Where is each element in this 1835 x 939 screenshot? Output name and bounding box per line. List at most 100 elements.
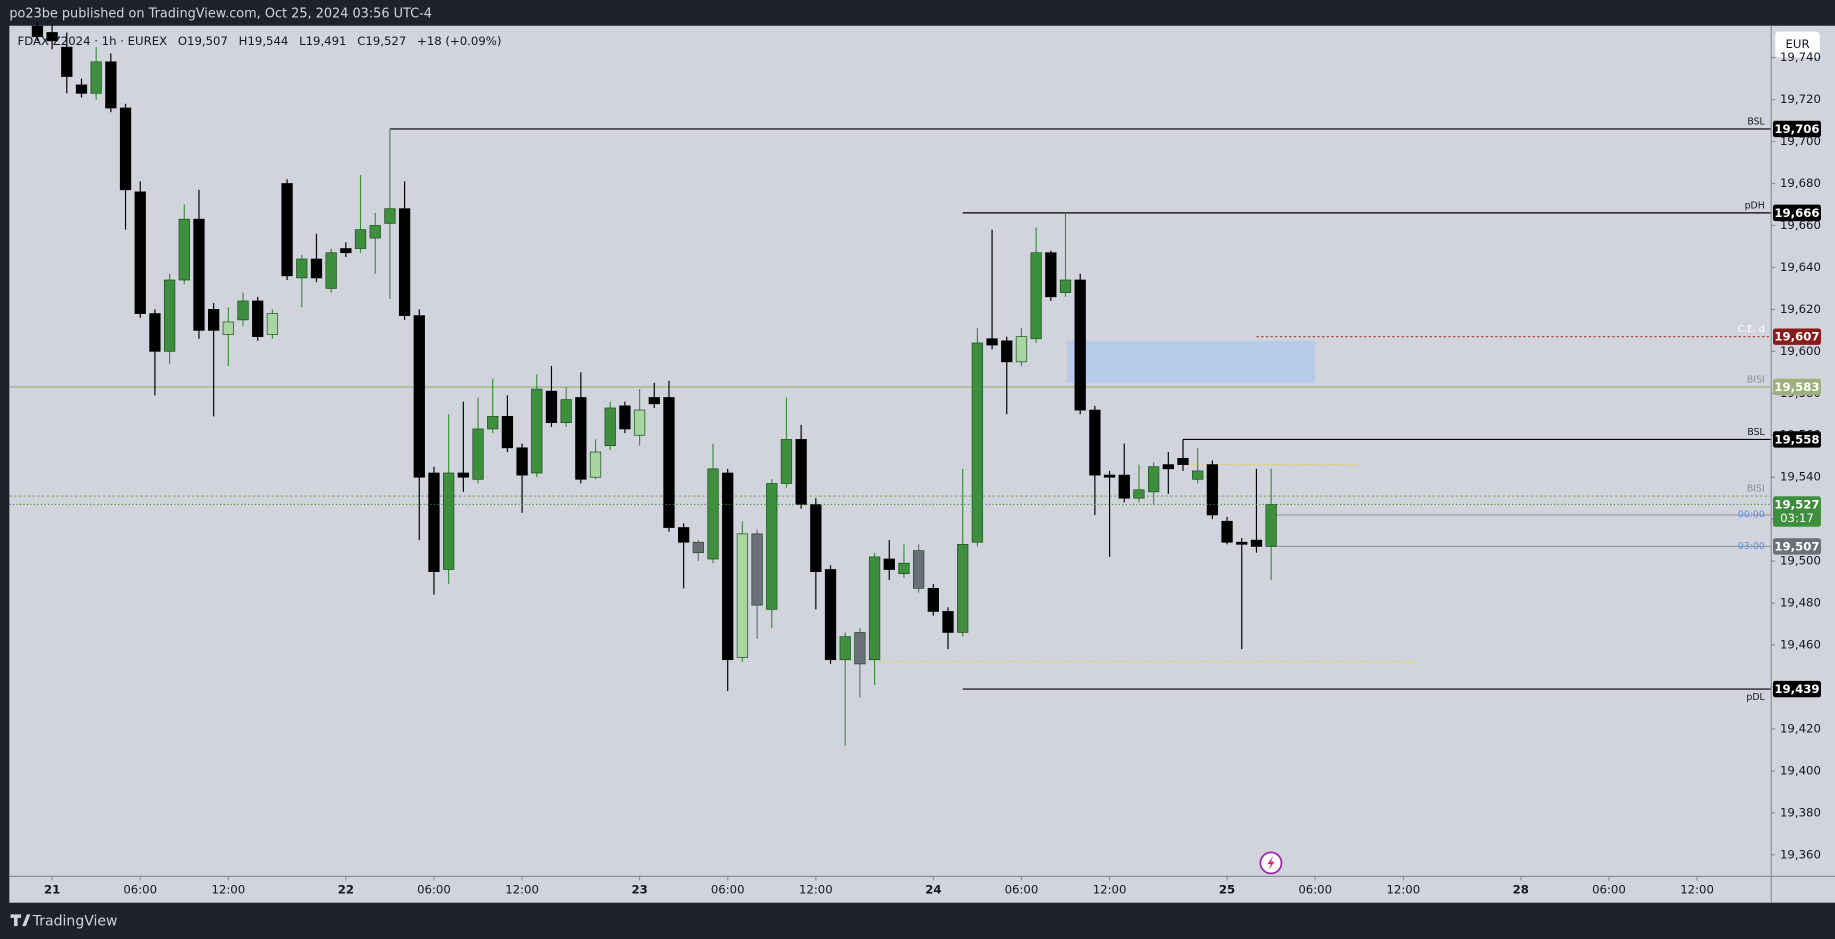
alert-bolt bbox=[1267, 855, 1275, 870]
y-tick-label: 19,500 bbox=[1780, 554, 1821, 568]
candle-body bbox=[1177, 457, 1189, 465]
level-label: BISI bbox=[1747, 484, 1765, 495]
candle-body bbox=[633, 409, 646, 436]
candle-body bbox=[692, 541, 704, 554]
x-tick-label: 12:00 bbox=[212, 882, 246, 896]
currency-box[interactable] bbox=[1775, 31, 1820, 58]
price-tag bbox=[1772, 328, 1821, 345]
candle-body bbox=[1089, 409, 1101, 476]
candle-body bbox=[678, 527, 690, 543]
currency-button[interactable]: EUR bbox=[1775, 31, 1820, 58]
candle-body bbox=[839, 636, 851, 661]
legend-symbol: FDAX Z2024 · 1h · EUREX bbox=[18, 33, 168, 47]
candle-body bbox=[1250, 539, 1263, 547]
candle-body bbox=[927, 588, 939, 612]
candle-body bbox=[912, 550, 925, 589]
price-tag-label: 19,439 bbox=[1774, 682, 1819, 696]
x-tick-label: 12:00 bbox=[799, 882, 833, 896]
level-label: BSL bbox=[1747, 427, 1765, 438]
x-tick-label: 23 bbox=[631, 882, 647, 896]
candle-body bbox=[751, 533, 763, 606]
candle-body bbox=[619, 405, 631, 430]
candle-body bbox=[824, 569, 837, 661]
level-label: 03:00 bbox=[1738, 541, 1765, 552]
y-tick-label: 19,660 bbox=[1780, 218, 1821, 232]
candle-body bbox=[149, 313, 161, 352]
candle-body bbox=[1001, 340, 1013, 363]
x-tick-label: 28 bbox=[1513, 882, 1529, 896]
y-tick-label: 19,360 bbox=[1780, 847, 1821, 861]
candle-body bbox=[560, 399, 572, 424]
x-tick-label: 06:00 bbox=[1592, 882, 1626, 896]
y-tick-label: 19,480 bbox=[1780, 596, 1821, 610]
countdown: 03:17 bbox=[1780, 511, 1814, 525]
candle-body bbox=[971, 342, 984, 543]
fvg-zone bbox=[1066, 340, 1316, 383]
price-tag bbox=[1772, 680, 1821, 698]
x-tick-label: 12:00 bbox=[1680, 882, 1714, 896]
candle-body bbox=[1118, 474, 1130, 499]
price-tag bbox=[1772, 120, 1821, 138]
candle-body bbox=[1074, 279, 1086, 411]
footer-logo: TradingView bbox=[10, 913, 118, 929]
candle-body bbox=[31, 25, 44, 38]
legend-open: O19,507 bbox=[178, 33, 228, 47]
legend-low: L19,491 bbox=[299, 33, 346, 47]
y-tick-label: 19,700 bbox=[1780, 134, 1821, 148]
price-tag-label: 19,706 bbox=[1774, 122, 1819, 136]
y-tick-label: 19,680 bbox=[1780, 176, 1821, 190]
candle-body bbox=[1030, 252, 1042, 340]
candle-body bbox=[883, 558, 895, 570]
candle-body bbox=[516, 447, 528, 476]
candle-body bbox=[252, 300, 264, 337]
y-tick-label: 19,380 bbox=[1780, 805, 1821, 819]
y-tick-label: 19,620 bbox=[1780, 302, 1821, 316]
candle-body bbox=[105, 61, 117, 109]
candle-body bbox=[810, 504, 822, 572]
candle-body bbox=[1206, 464, 1219, 516]
candle-body bbox=[663, 397, 675, 528]
candle-body bbox=[472, 428, 484, 480]
candle-body bbox=[369, 225, 381, 239]
candle-body bbox=[1133, 489, 1145, 499]
candle-body bbox=[545, 390, 558, 424]
x-tick-label: 21 bbox=[44, 882, 60, 896]
price-tag-label: 19,558 bbox=[1774, 433, 1819, 447]
footer: TradingView bbox=[32, 913, 118, 929]
price-tag bbox=[1772, 538, 1821, 555]
currency[interactable]: EUR bbox=[1786, 37, 1810, 51]
candle-body bbox=[413, 315, 425, 478]
candle-body bbox=[134, 191, 146, 314]
candle-body bbox=[1059, 279, 1072, 293]
legend: FDAX Z2024 · 1h · EUREX O19,507 H19,544 … bbox=[18, 33, 502, 47]
plot: 19,36019,38019,40019,42019,44019,46019,4… bbox=[9, 21, 1821, 896]
candle-body bbox=[1162, 464, 1174, 470]
alert-icon[interactable] bbox=[1259, 851, 1283, 875]
overlay: FDAX Z2024 · 1h · EUREX O19,507 H19,544 … bbox=[18, 33, 1821, 703]
y-tick-label: 19,720 bbox=[1780, 92, 1821, 106]
candle-body bbox=[575, 397, 587, 480]
y-tick-label: 19,600 bbox=[1780, 344, 1821, 358]
candle-body bbox=[384, 208, 396, 224]
candle-body bbox=[898, 562, 910, 575]
candle-body bbox=[325, 252, 337, 289]
level-label: BISI bbox=[1747, 374, 1765, 385]
candle-body bbox=[119, 107, 132, 191]
candle-body bbox=[868, 556, 881, 661]
candle-body bbox=[780, 439, 793, 484]
candle-body bbox=[1015, 336, 1028, 363]
candle-body bbox=[163, 279, 176, 352]
candle-body bbox=[340, 248, 352, 254]
level-label: 00:00 bbox=[1738, 509, 1765, 520]
candle-body bbox=[398, 208, 411, 317]
x-tick-label: 12:00 bbox=[505, 882, 539, 896]
x-tick-label: 24 bbox=[925, 882, 941, 896]
candle-body bbox=[1221, 520, 1233, 543]
last-price-tag bbox=[1772, 496, 1821, 527]
candle-body bbox=[193, 218, 205, 331]
y-tick-label: 19,740 bbox=[1780, 50, 1821, 64]
logo-icon bbox=[10, 914, 31, 927]
candle-body bbox=[986, 338, 998, 346]
